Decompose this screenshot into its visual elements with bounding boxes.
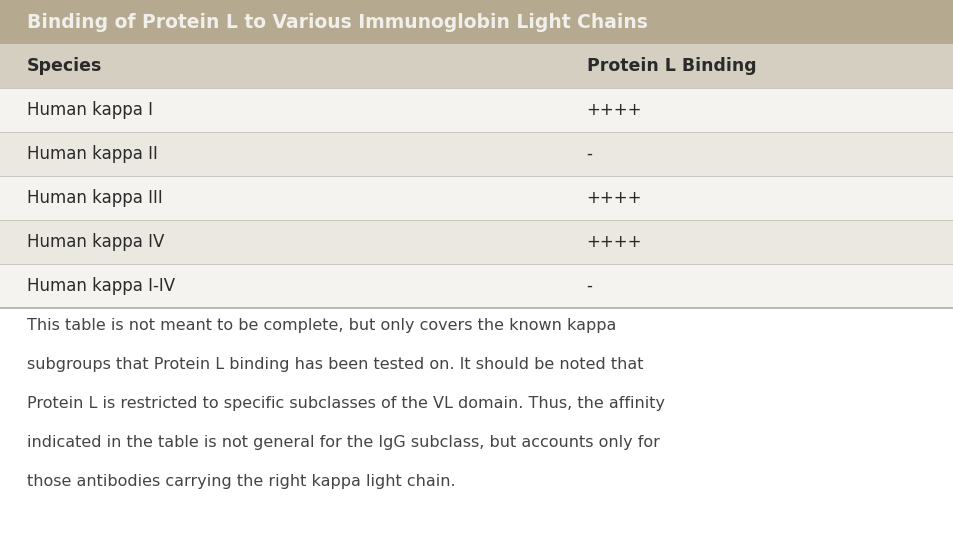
Text: Human kappa III: Human kappa III [27,189,162,207]
Text: ++++: ++++ [586,189,641,207]
Text: Binding of Protein L to Various Immunoglobin Light Chains: Binding of Protein L to Various Immunogl… [27,12,647,31]
Bar [0,88,953,132]
Text: Human kappa I-IV: Human kappa I-IV [27,277,174,295]
Text: -: - [586,145,592,163]
Bar [0,44,953,88]
Text: Protein L is restricted to specific subclasses of the VL domain. Thus, the affin: Protein L is restricted to specific subc… [27,397,664,411]
Text: Human kappa II: Human kappa II [27,145,157,163]
Text: those antibodies carrying the right kappa light chain.: those antibodies carrying the right kapp… [27,474,455,489]
Text: ++++: ++++ [586,101,641,119]
Text: Human kappa IV: Human kappa IV [27,233,164,251]
Bar [0,220,953,264]
Text: indicated in the table is not general for the IgG subclass, but accounts only fo: indicated in the table is not general fo… [27,435,659,450]
Text: This table is not meant to be complete, but only covers the known kappa: This table is not meant to be complete, … [27,318,616,334]
Bar [0,132,953,176]
Text: Species: Species [27,57,102,75]
Bar [0,0,953,44]
Text: Protein L Binding: Protein L Binding [586,57,756,75]
Text: Human kappa I: Human kappa I [27,101,152,119]
Bar [0,176,953,220]
Text: subgroups that Protein L binding has been tested on. It should be noted that: subgroups that Protein L binding has bee… [27,357,642,373]
Text: ++++: ++++ [586,233,641,251]
Text: -: - [586,277,592,295]
Bar [0,264,953,308]
